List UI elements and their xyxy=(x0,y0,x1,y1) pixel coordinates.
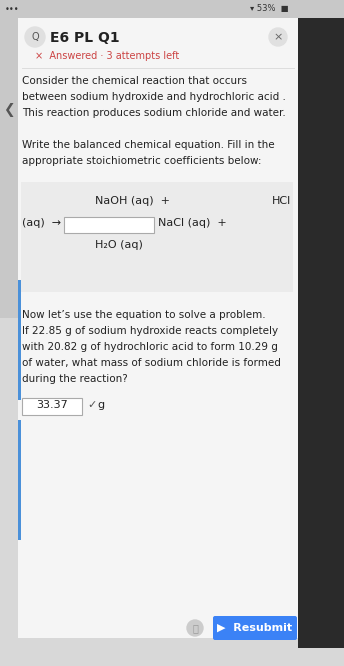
Bar xyxy=(22,398,82,415)
Text: of water, what mass of sodium chloride is formed: of water, what mass of sodium chloride i… xyxy=(22,358,281,368)
Text: g: g xyxy=(97,400,104,410)
Text: If 22.85 g of sodium hydroxide reacts completely: If 22.85 g of sodium hydroxide reacts co… xyxy=(22,326,278,336)
Circle shape xyxy=(25,27,45,47)
Text: Consider the chemical reaction that occurs: Consider the chemical reaction that occu… xyxy=(22,76,247,86)
Text: Now let’s use the equation to solve a problem.: Now let’s use the equation to solve a pr… xyxy=(22,310,266,320)
Bar xyxy=(0,0,344,18)
Bar xyxy=(64,217,154,233)
Text: Write the balanced chemical equation. Fill in the: Write the balanced chemical equation. Fi… xyxy=(22,140,275,150)
Bar xyxy=(18,420,21,540)
Text: HCl: HCl xyxy=(272,196,291,206)
Text: with 20.82 g of hydrochloric acid to form 10.29 g: with 20.82 g of hydrochloric acid to for… xyxy=(22,342,278,352)
Bar xyxy=(18,18,298,638)
Text: (aq)  →: (aq) → xyxy=(22,218,61,228)
Circle shape xyxy=(187,620,203,636)
Text: This reaction produces sodium chloride and water.: This reaction produces sodium chloride a… xyxy=(22,108,286,118)
Text: between sodium hydroxide and hydrochloric acid .: between sodium hydroxide and hydrochlori… xyxy=(22,92,286,102)
Text: Q: Q xyxy=(31,32,39,42)
Text: ⭘: ⭘ xyxy=(192,623,198,633)
Text: ✓: ✓ xyxy=(87,400,96,410)
Text: appropriate stoichiometric coefficients below:: appropriate stoichiometric coefficients … xyxy=(22,156,261,166)
Bar xyxy=(298,18,344,648)
Text: H₂O (aq): H₂O (aq) xyxy=(95,240,143,250)
Text: ▾ 53%  ■: ▾ 53% ■ xyxy=(250,5,289,13)
Text: •••: ••• xyxy=(5,5,20,13)
Text: E6 PL Q1: E6 PL Q1 xyxy=(50,31,120,45)
Circle shape xyxy=(269,28,287,46)
Text: ×: × xyxy=(273,32,283,42)
Text: ×  Answered · 3 attempts left: × Answered · 3 attempts left xyxy=(35,51,179,61)
Text: ▶  Resubmit: ▶ Resubmit xyxy=(217,623,292,633)
Text: NaCl (aq)  +: NaCl (aq) + xyxy=(158,218,227,228)
Text: 33.37: 33.37 xyxy=(36,400,68,410)
Bar xyxy=(18,280,21,400)
FancyBboxPatch shape xyxy=(213,616,297,640)
Text: NaOH (aq)  +: NaOH (aq) + xyxy=(95,196,170,206)
Text: ❮: ❮ xyxy=(3,103,15,117)
Text: during the reaction?: during the reaction? xyxy=(22,374,128,384)
Bar xyxy=(0,18,18,318)
Bar xyxy=(21,182,293,292)
